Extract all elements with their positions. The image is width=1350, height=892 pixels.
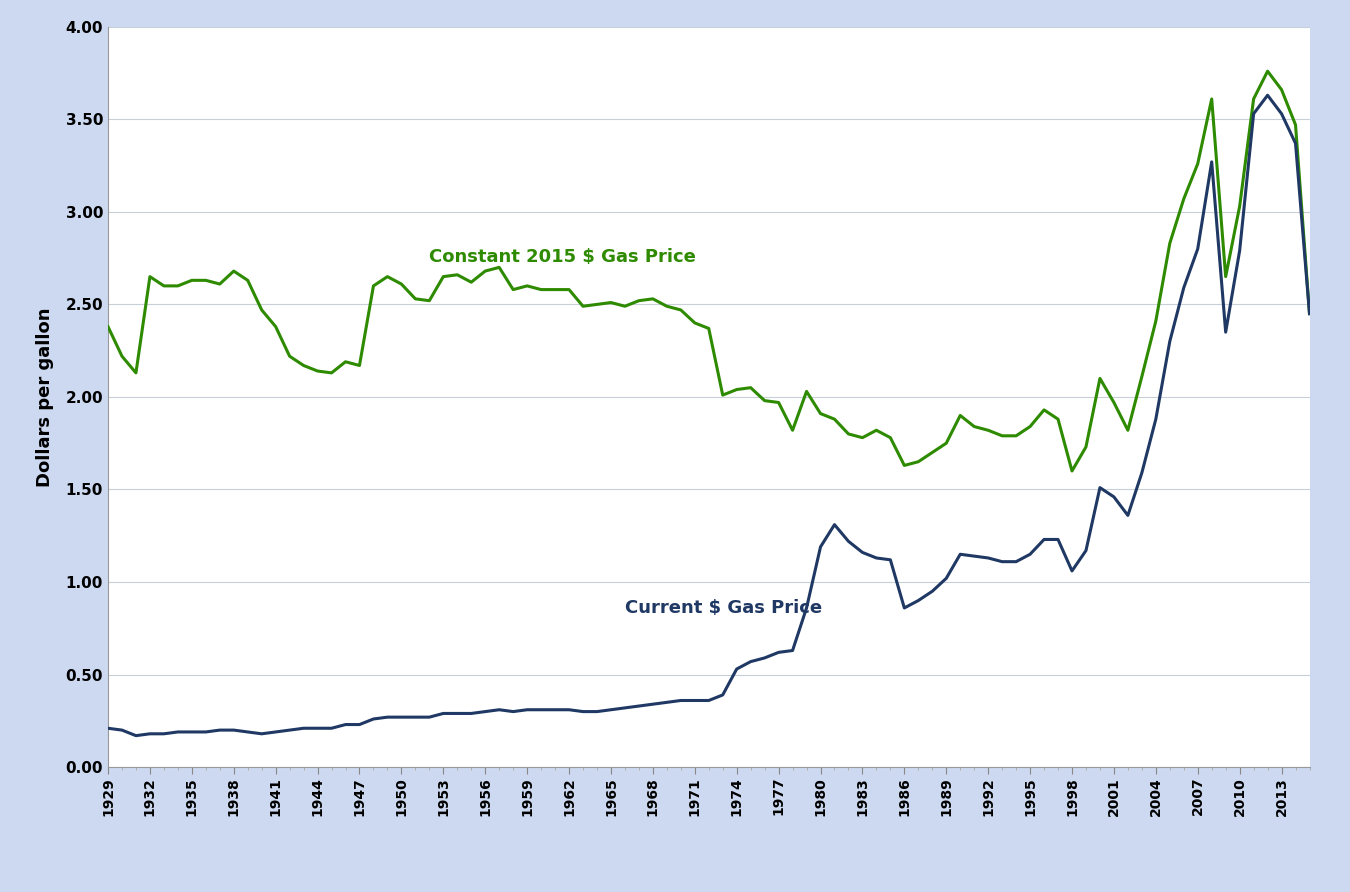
Text: Current $ Gas Price: Current $ Gas Price — [625, 599, 822, 617]
Text: Constant 2015 $ Gas Price: Constant 2015 $ Gas Price — [429, 248, 697, 266]
Y-axis label: Dollars per gallon: Dollars per gallon — [36, 307, 54, 487]
